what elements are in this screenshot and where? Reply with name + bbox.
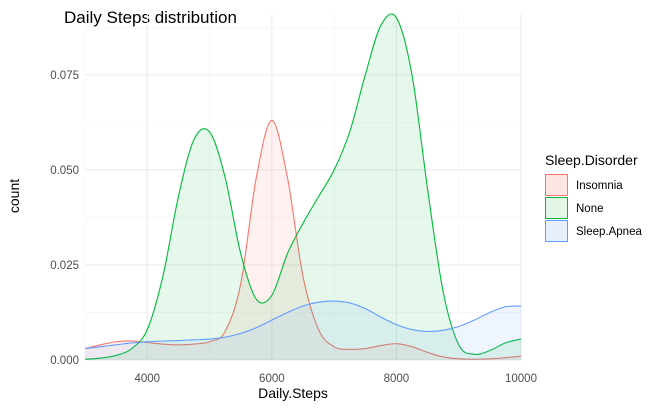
legend-title: Sleep.Disorder [545, 152, 638, 168]
series-area-none [85, 13, 521, 360]
y-tick-label: 0.075 [50, 70, 79, 82]
legend-key-none [545, 197, 568, 219]
legend-label-sleep-apnea: Sleep.Apnea [576, 226, 642, 238]
y-axis-label: count [6, 179, 22, 213]
legend: Sleep.Disorder Insomnia None Sleep.Apnea [545, 152, 642, 242]
legend-key-sleep-apnea [545, 220, 568, 242]
y-tick-label: 0.000 [50, 355, 79, 367]
series-area-sleep-apnea [85, 301, 521, 360]
grid-lines [84, 14, 522, 361]
legend-key-insomnia [545, 174, 568, 196]
series-line-sleep-apnea [84, 300, 522, 350]
x-tick-label: 8000 [384, 373, 410, 385]
axis-ticks: 4000 6000 8000 10000 0.000 0.025 0.050 0.075 [50, 70, 537, 385]
x-tick-label: 6000 [259, 373, 285, 385]
chart-title: Daily Steps distribution [64, 8, 237, 27]
x-tick-label: 4000 [134, 373, 160, 385]
y-tick-label: 0.050 [50, 165, 79, 177]
x-axis-label: Daily.Steps [258, 385, 328, 401]
legend-label-insomnia: Insomnia [576, 180, 623, 192]
x-tick-label: 10000 [505, 373, 537, 385]
series-layer [84, 13, 522, 361]
series-line-none [84, 13, 522, 360]
legend-label-none: None [576, 203, 604, 215]
y-tick-label: 0.025 [50, 260, 79, 272]
series-line-insomnia [84, 119, 522, 360]
series-area-insomnia [85, 120, 521, 361]
